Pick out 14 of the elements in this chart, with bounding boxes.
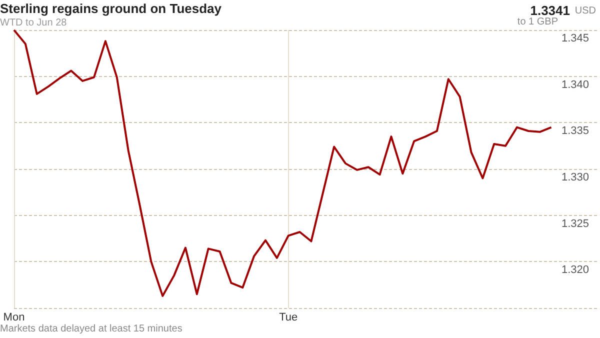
text: USD: [574, 6, 596, 16]
chart-title: Sterling regains ground on Tuesday: [0, 1, 222, 16]
text: to 1 GBP: [517, 16, 558, 28]
text: Markets data delayed at least 15 minutes: [0, 324, 182, 334]
x-tick-label: Mon: [3, 312, 25, 324]
y-tick-label: 1.340: [561, 78, 589, 91]
chart-subtitle: WTD to Jun 28: [0, 18, 68, 28]
text: 1.3341: [530, 3, 570, 18]
y-tick-label: 1.320: [561, 264, 589, 276]
y-tick-label: 1.330: [561, 172, 589, 184]
y-tick-label: 1.345: [561, 32, 589, 44]
y-tick-label: 1.325: [561, 218, 589, 230]
y-tick-label: 1.335: [561, 125, 589, 138]
x-tick-label: Tue: [279, 312, 298, 324]
